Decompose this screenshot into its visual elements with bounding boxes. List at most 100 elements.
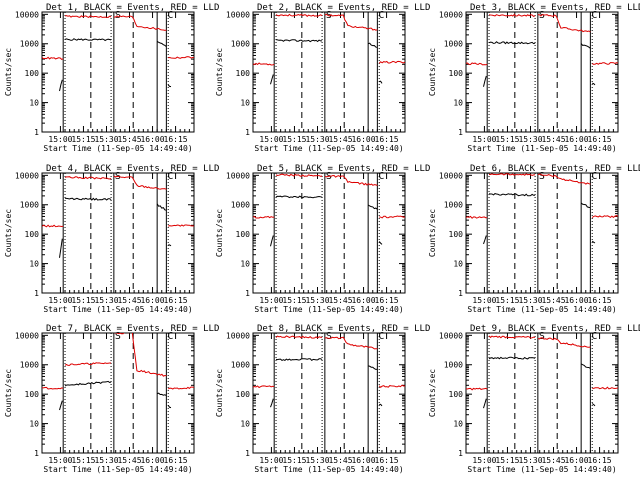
x-axis-label: Start Time (11-Sep-05 14:49:40) — [254, 144, 403, 153]
events-series-line — [378, 241, 383, 245]
y-tick-label: 1 — [245, 449, 250, 458]
events-series-line — [580, 43, 591, 49]
y-tick-label: 100 — [25, 230, 40, 239]
events-series-line — [592, 82, 596, 86]
marker-label-s: S — [539, 331, 545, 342]
lld-series-line — [379, 215, 405, 219]
chart-panel-det-6: Det 6, BLACK = Events, RED = LLD 1 10 100 10… — [428, 164, 640, 314]
x-tick-label: 15:45 — [117, 456, 141, 465]
chart-title: Det 6, BLACK = Events, RED = LLD — [470, 164, 640, 174]
chart-title: Det 1, BLACK = Events, RED = LLD — [46, 3, 219, 13]
events-series-line — [59, 238, 63, 258]
chart-panel-det-5: Det 5, BLACK = Events, RED = LLD 1 10 100 10… — [215, 164, 430, 314]
x-tick-label: 16:15 — [164, 135, 188, 144]
x-tick-label: 15:15 — [282, 456, 306, 465]
x-axis-label: Start Time (11-Sep-05 14:49:40) — [43, 465, 192, 474]
lld-series-line — [42, 386, 64, 390]
events-series-line — [379, 80, 383, 84]
x-tick-label: 15:30 — [518, 135, 542, 144]
events-series-line — [64, 38, 112, 42]
lld-series-line — [324, 13, 378, 31]
y-tick-label: 1 — [458, 128, 463, 137]
lld-series-line — [167, 386, 194, 390]
marker-label-c: C — [378, 331, 384, 342]
lld-series-line — [378, 60, 405, 64]
events-series-line — [367, 204, 378, 210]
lld-series-line — [466, 387, 488, 391]
events-series-line — [270, 398, 274, 408]
y-tick-label: 10 — [240, 420, 250, 429]
x-tick-label: 15:15 — [71, 456, 95, 465]
events-series-line — [270, 74, 274, 85]
x-axis-label: Start Time (11-Sep-05 14:49:40) — [43, 144, 192, 153]
lld-series-line — [537, 173, 591, 185]
events-series-line — [156, 203, 167, 211]
chart-panel-det-3: Det 3, BLACK = Events, RED = LLD 1 10 100 10… — [428, 3, 640, 153]
x-tick-label: 16:00 — [351, 296, 375, 305]
y-tick-label: 10000 — [439, 10, 463, 19]
x-axis-label: Start Time (11-Sep-05 14:49:40) — [43, 305, 192, 314]
x-tick-label: 15:30 — [518, 296, 542, 305]
y-tick-label: 10000 — [15, 171, 39, 180]
x-tick-label: 16:00 — [140, 135, 164, 144]
x-tick-label: 16:15 — [588, 296, 612, 305]
plot-frame — [252, 172, 406, 294]
lld-series-line — [275, 335, 323, 339]
y-tick-label: 1 — [245, 128, 250, 137]
x-tick-label: 15:15 — [495, 456, 519, 465]
x-tick-label: 15:45 — [117, 296, 141, 305]
y-tick-label: 1000 — [20, 201, 39, 210]
y-tick-label: 1 — [458, 289, 463, 298]
events-series-line — [488, 356, 536, 360]
y-tick-label: 100 — [449, 69, 464, 78]
lld-series-line — [253, 62, 275, 66]
y-axis-label: Counts/sec — [428, 48, 437, 96]
chart-panel-det-9: Det 9, BLACK = Events, RED = LLD 1 10 100 10… — [428, 324, 640, 474]
x-tick-label: 15:00 — [48, 456, 72, 465]
y-tick-label: 1000 — [444, 201, 463, 210]
lld-series-line — [64, 176, 112, 180]
x-tick-label: 15:00 — [259, 135, 283, 144]
events-series-line — [157, 392, 167, 396]
x-tick-label: 15:30 — [94, 135, 118, 144]
x-axis-label: Start Time (11-Sep-05 14:49:40) — [254, 465, 403, 474]
x-tick-label: 16:00 — [564, 135, 588, 144]
x-tick-label: 15:45 — [541, 456, 565, 465]
lld-series-line — [591, 62, 618, 65]
marker-label-s: S — [326, 331, 332, 342]
plot-frame — [252, 11, 406, 133]
plot-frame — [41, 172, 195, 294]
x-tick-label: 15:15 — [71, 296, 95, 305]
y-tick-label: 1 — [458, 449, 463, 458]
marker-label-c: C — [591, 171, 597, 182]
lld-series-line — [113, 175, 167, 190]
x-axis-label: Start Time (11-Sep-05 14:49:40) — [467, 465, 616, 474]
lld-series-line — [537, 337, 591, 348]
x-tick-label: 15:30 — [94, 296, 118, 305]
events-series-line — [379, 403, 383, 407]
chart-panel-det-1: Det 1, BLACK = Events, RED = LLD 1 10 100 10… — [4, 3, 219, 153]
x-tick-label: 15:45 — [117, 135, 141, 144]
y-tick-label: 10 — [29, 420, 39, 429]
y-tick-label: 10000 — [226, 331, 250, 340]
x-tick-label: 15:15 — [495, 296, 519, 305]
x-tick-label: 16:00 — [564, 456, 588, 465]
y-tick-label: 1000 — [444, 361, 463, 370]
events-series-line — [64, 197, 112, 201]
y-axis-label: Counts/sec — [4, 48, 13, 96]
plot-frame — [465, 172, 619, 294]
events-series-line — [591, 403, 596, 407]
lld-series-line — [466, 62, 488, 66]
plot-frame — [41, 11, 195, 133]
y-axis-label: Counts/sec — [428, 209, 437, 257]
y-tick-label: 100 — [449, 230, 464, 239]
lld-series-line — [488, 335, 536, 339]
chart-title: Det 7, BLACK = Events, RED = LLD — [46, 324, 219, 334]
x-tick-label: 15:00 — [259, 296, 283, 305]
y-tick-label: 1000 — [20, 361, 39, 370]
y-tick-label: 100 — [25, 390, 40, 399]
y-tick-label: 100 — [236, 230, 251, 239]
lld-series-line — [42, 56, 64, 60]
events-series-line — [156, 41, 167, 47]
y-axis-label: Counts/sec — [428, 369, 437, 417]
